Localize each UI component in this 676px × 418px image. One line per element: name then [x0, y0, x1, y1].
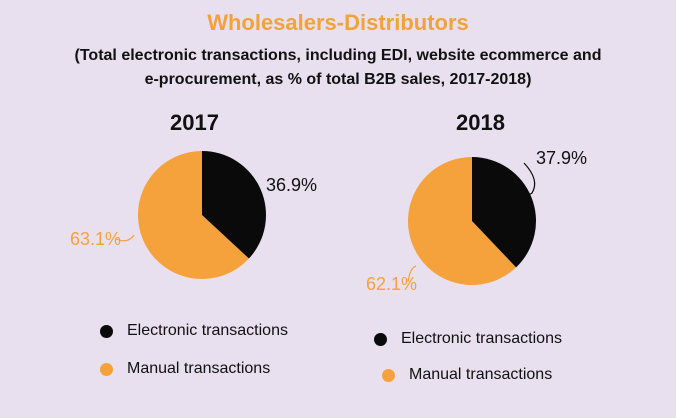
chart-title: Wholesalers-Distributors	[207, 10, 469, 35]
pie-2017-manual-slice	[138, 151, 249, 279]
legend-2017-electronic-dot	[100, 324, 113, 338]
legend-2017-manual-label: Manual transactions	[127, 360, 271, 377]
legend-2018-electronic: Electronic transactions	[374, 330, 562, 348]
pie-2018: 37.9% 62.1%	[366, 148, 587, 294]
pie-2018-manual-leader	[407, 265, 417, 283]
pie-2018-manual-value: 62.1%	[366, 274, 417, 294]
pie-2017-manual-value: 63.1%	[70, 229, 121, 249]
pie-2018-electronic-leader	[522, 162, 536, 200]
legend-2018-electronic-label: Electronic transactions	[401, 330, 562, 347]
year-2018-label: 2018	[456, 110, 505, 135]
pie-2017-manual-leader	[115, 234, 135, 242]
subtitle-line-1: (Total electronic transactions, includin…	[74, 47, 602, 64]
subtitle-line-2: e-procurement, as % of total B2B sales, …	[144, 71, 532, 88]
legend-2017-manual-dot	[100, 362, 113, 376]
legend-2017-electronic: Electronic transactions	[100, 322, 288, 340]
legend-2018-manual-dot	[382, 368, 395, 382]
legend-2017-manual: Manual transactions	[100, 360, 270, 378]
legend-2018-manual-label: Manual transactions	[409, 366, 553, 383]
pie-2017-electronic-slice	[202, 151, 267, 259]
chart-subtitle: (Total electronic transactions, includin…	[40, 44, 636, 92]
pie-2017-electronic-value: 36.9%	[266, 175, 317, 195]
pie-2017: 36.9% 63.1%	[70, 151, 317, 279]
pie-2018-electronic-slice	[472, 157, 536, 268]
year-2017-label: 2017	[170, 110, 219, 135]
legend-2018-manual: Manual transactions	[382, 366, 552, 384]
pie-2018-manual-slice	[407, 157, 517, 285]
legend-2017-electronic-label: Electronic transactions	[127, 322, 288, 339]
legend-2018-electronic-dot	[374, 332, 387, 346]
pie-2018-electronic-value: 37.9%	[536, 148, 587, 168]
